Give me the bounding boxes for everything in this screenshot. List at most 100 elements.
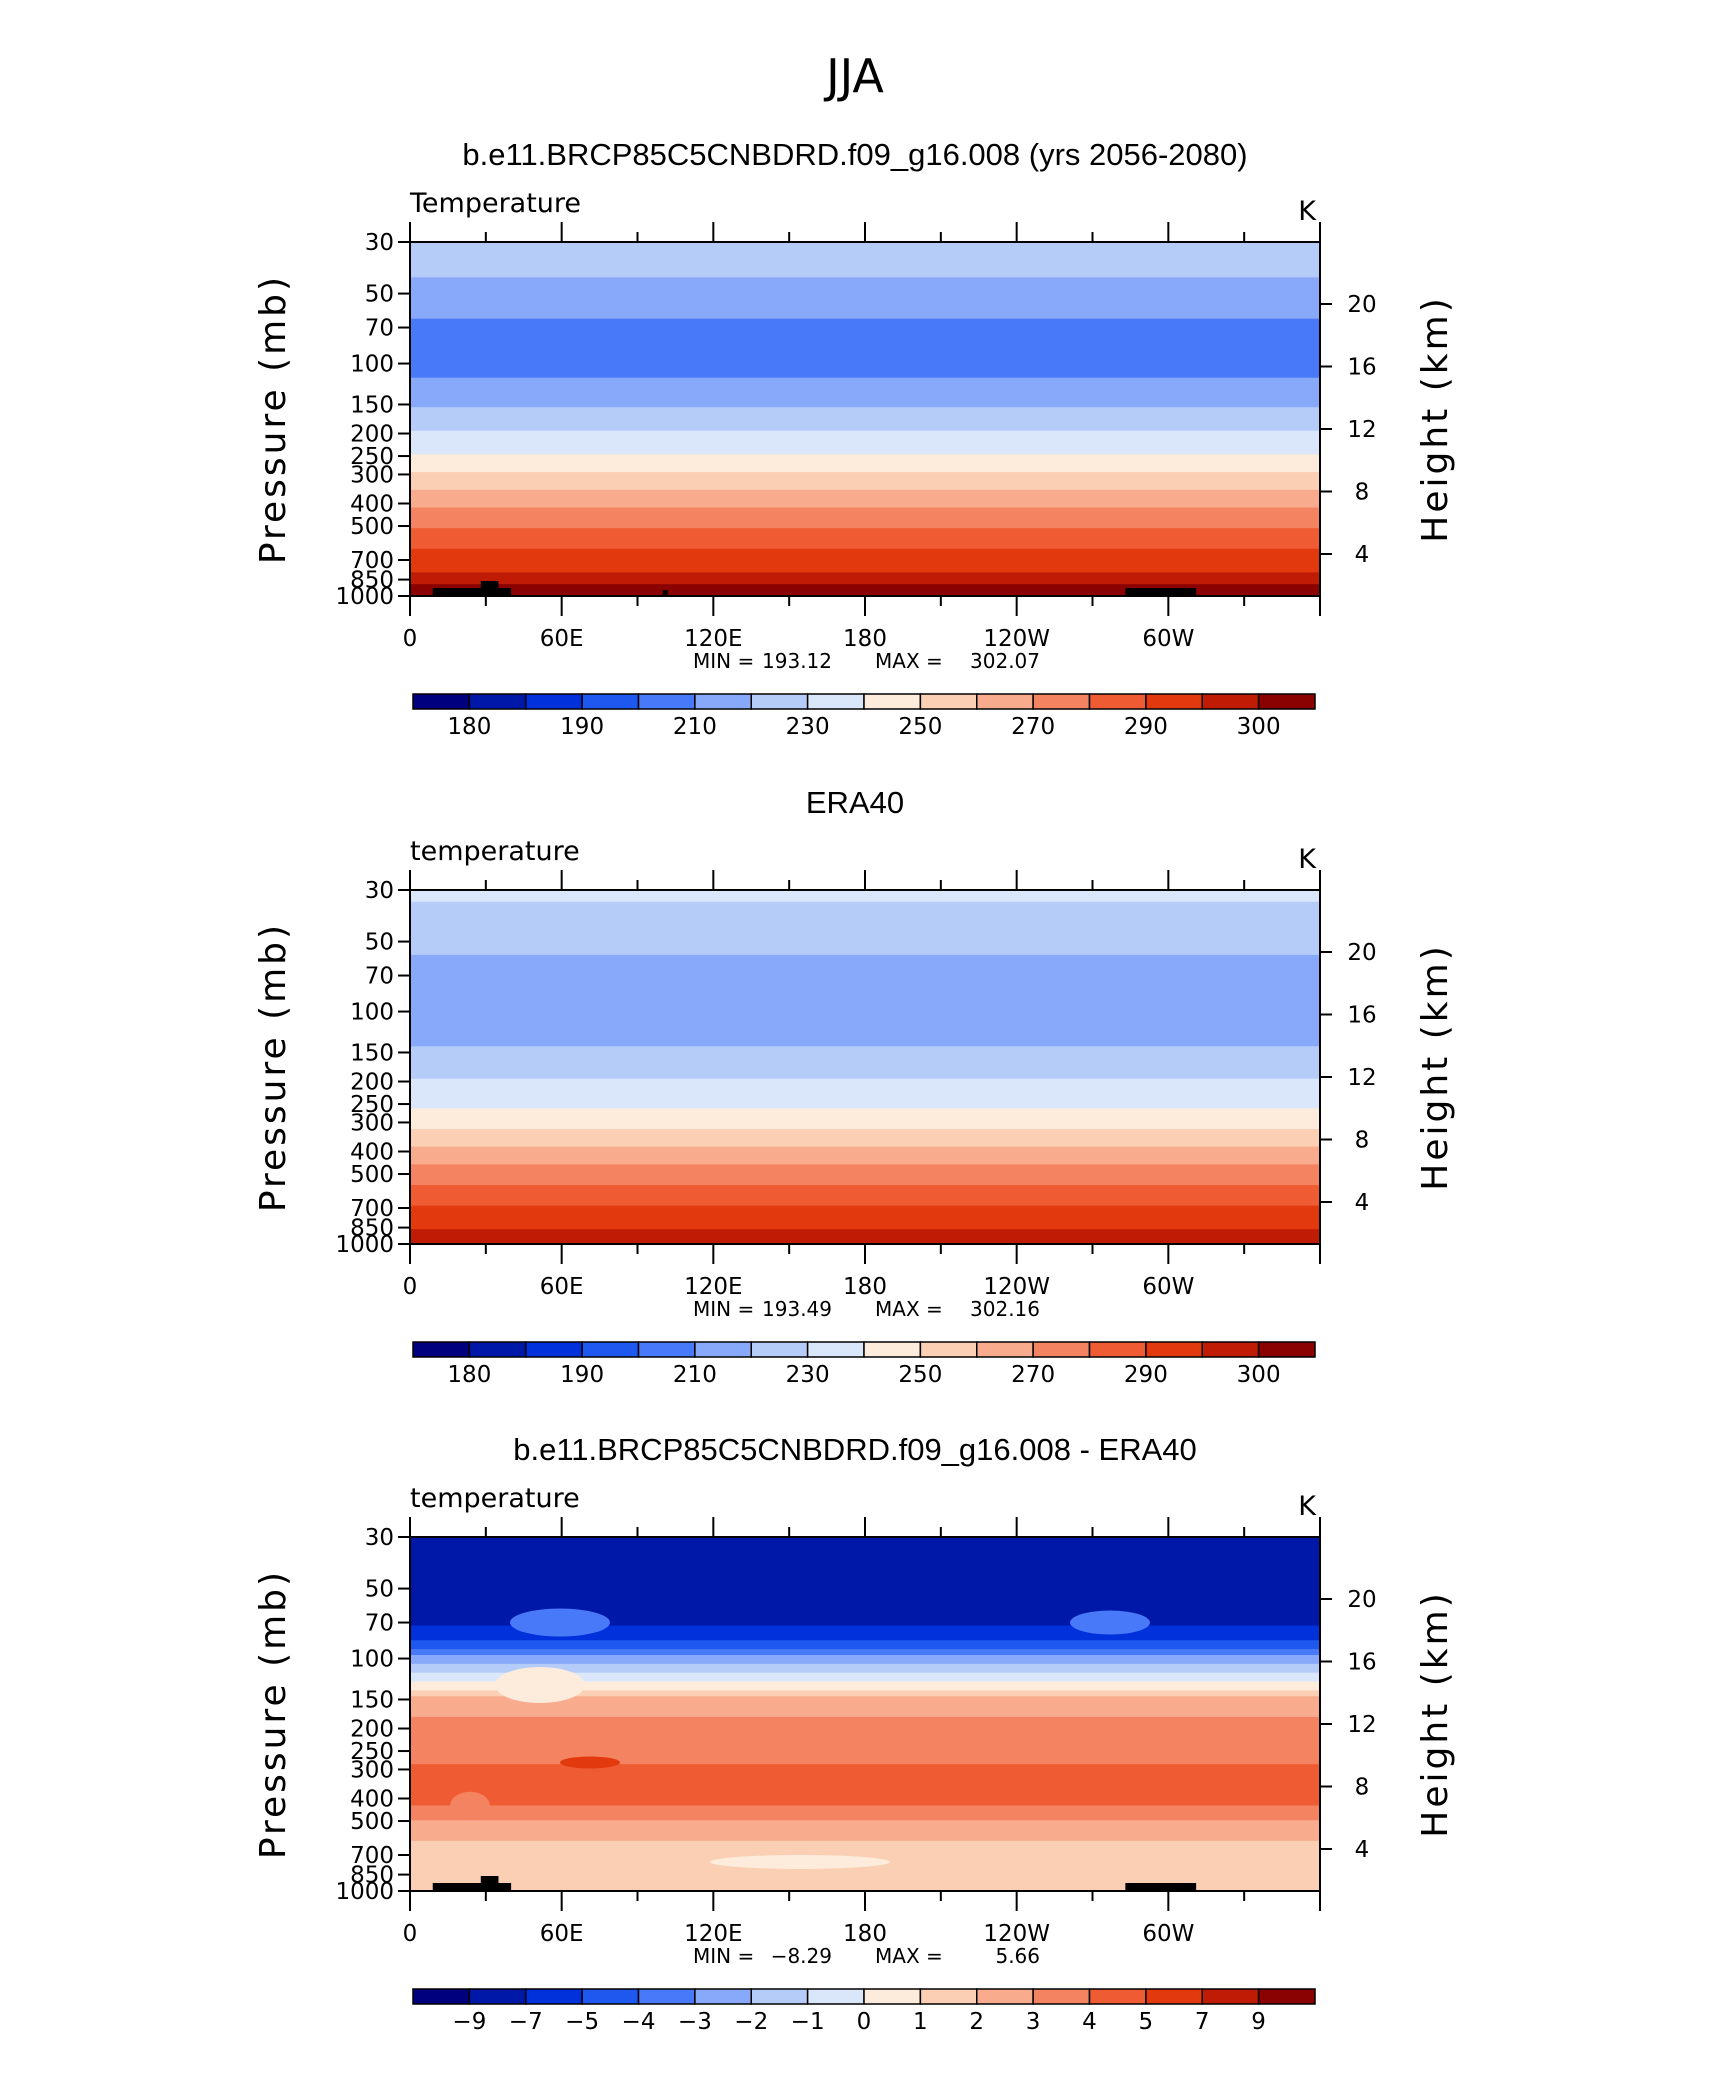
contour-band	[410, 1640, 1320, 1651]
x-tick-label: 0	[403, 1274, 418, 1300]
x-tick-label: 120W	[983, 1274, 1050, 1300]
colorbar-swatch	[976, 1341, 1034, 1358]
colorbar-label: −7	[509, 2009, 543, 2035]
colorbar-label: 290	[1124, 714, 1168, 740]
colorbar-label: 0	[857, 2009, 872, 2035]
pressure-tick-label: 70	[365, 1611, 394, 1637]
contour-band	[410, 472, 1320, 491]
left-string: temperature	[410, 1483, 580, 1514]
pressure-tick-label: 250	[350, 1739, 394, 1765]
pressure-tick-label: 50	[365, 930, 394, 956]
x-tick-label: 120E	[684, 1274, 742, 1300]
contour-feature	[710, 1854, 890, 1869]
colorbar-swatch	[863, 1988, 922, 2005]
pressure-tick-label: 70	[365, 316, 394, 342]
colorbar-swatch	[976, 693, 1034, 710]
panel-3: b.e11.BRCP85C5CNBDRD.f09_g16.008 - ERA40…	[253, 1432, 1456, 2035]
contour-band	[410, 1672, 1320, 1683]
min-label: MIN =	[693, 1297, 754, 1321]
x-tick-label: 60E	[540, 626, 584, 652]
colorbar-swatch	[1201, 1341, 1260, 1358]
colorbar-swatch	[637, 1988, 696, 2005]
colorbar-swatch	[1088, 693, 1147, 710]
min-value: 193.49	[762, 1297, 832, 1321]
colorbar-swatch	[1088, 1988, 1147, 2005]
pressure-tick-label: 100	[350, 1647, 394, 1673]
contour-band	[410, 1764, 1320, 1807]
pressure-tick-label: 250	[350, 444, 394, 470]
pressure-tick-label: 50	[365, 282, 394, 308]
colorbar-swatch	[919, 693, 978, 710]
left-string: temperature	[410, 836, 580, 867]
contour-band	[410, 890, 1320, 903]
height-tick-label: 8	[1355, 480, 1370, 506]
contour-band	[410, 430, 1320, 456]
colorbar-label: 180	[447, 714, 491, 740]
max-value: 5.66	[995, 1944, 1040, 1968]
colorbar-label: 4	[1082, 2009, 1097, 2035]
colorbar-swatch	[525, 1988, 583, 2005]
min-label: MIN =	[693, 649, 754, 673]
colorbar-label: 270	[1011, 714, 1055, 740]
colorbar-swatch	[919, 1988, 978, 2005]
colorbar-label: −2	[734, 2009, 768, 2035]
contour-band	[410, 1078, 1320, 1110]
contour-band	[410, 377, 1320, 409]
colorbar-swatch	[1145, 1988, 1203, 2005]
colorbar-swatch	[637, 1341, 696, 1358]
pressure-tick-label: 70	[365, 964, 394, 990]
x-tick-label: 60E	[540, 1921, 584, 1947]
contour-feature	[1070, 1610, 1150, 1635]
pressure-tick-label: 30	[365, 230, 394, 256]
x-tick-label: 120W	[983, 626, 1050, 652]
colorbar-swatch	[468, 1988, 527, 2005]
x-tick-label: 60W	[1142, 1921, 1194, 1947]
x-tick-label: 180	[843, 1921, 887, 1947]
pressure-tick-label: 30	[365, 1525, 394, 1551]
colorbar-label: 180	[447, 1362, 491, 1388]
min-value: −8.29	[771, 1944, 832, 1968]
contour-band	[410, 1805, 1320, 1822]
pressure-tick-label: 700	[350, 548, 394, 574]
colorbar-swatch	[1145, 1341, 1203, 1358]
height-tick-label: 8	[1355, 1128, 1370, 1154]
pressure-tick-label: 300	[350, 462, 394, 488]
min-value: 193.12	[762, 649, 832, 673]
colorbar-label: 230	[786, 714, 830, 740]
contour-band	[410, 548, 1320, 574]
colorbar-label: 1	[913, 2009, 928, 2035]
colorbar-swatch	[863, 1341, 922, 1358]
contour-field	[410, 1537, 1320, 1891]
colorbar-label: 270	[1011, 1362, 1055, 1388]
pressure-tick-label: 700	[350, 1843, 394, 1869]
contour-field	[410, 890, 1320, 1244]
pressure-tick-label: 400	[350, 1786, 394, 1812]
colorbar-swatch	[412, 1988, 471, 2005]
x-tick-label: 0	[403, 626, 418, 652]
contour-band	[410, 1663, 1320, 1674]
height-tick-label: 16	[1347, 1003, 1376, 1029]
colorbar-label: 210	[673, 714, 717, 740]
colorbar-swatch	[1257, 693, 1316, 710]
y2-axis-label: Height (km)	[1415, 1590, 1456, 1837]
pressure-tick-label: 1000	[335, 1879, 394, 1905]
panel-2: ERA40 temperature K 0 60E 120E 180 120W 60W 30 50 7…	[253, 785, 1456, 1388]
colorbar-label: 2	[969, 2009, 984, 2035]
height-tick-label: 4	[1355, 1190, 1370, 1216]
x-tick-label: 180	[843, 626, 887, 652]
height-tick-label: 20	[1347, 1587, 1376, 1613]
units-label: K	[1298, 844, 1317, 875]
colorbar-swatch	[750, 1988, 809, 2005]
contour-band	[410, 901, 1320, 956]
contour-band	[410, 584, 1320, 596]
pressure-tick-label: 850	[350, 568, 394, 594]
max-label: MAX =	[875, 649, 943, 673]
pressure-tick-label: 30	[365, 878, 394, 904]
contour-band	[410, 1146, 1320, 1166]
colorbar: 180 190 210 230 250 270 290 300	[412, 693, 1316, 740]
height-tick-label: 12	[1347, 417, 1376, 443]
contour-band	[410, 1046, 1320, 1080]
max-label: MAX =	[875, 1944, 943, 1968]
max-label: MAX =	[875, 1297, 943, 1321]
